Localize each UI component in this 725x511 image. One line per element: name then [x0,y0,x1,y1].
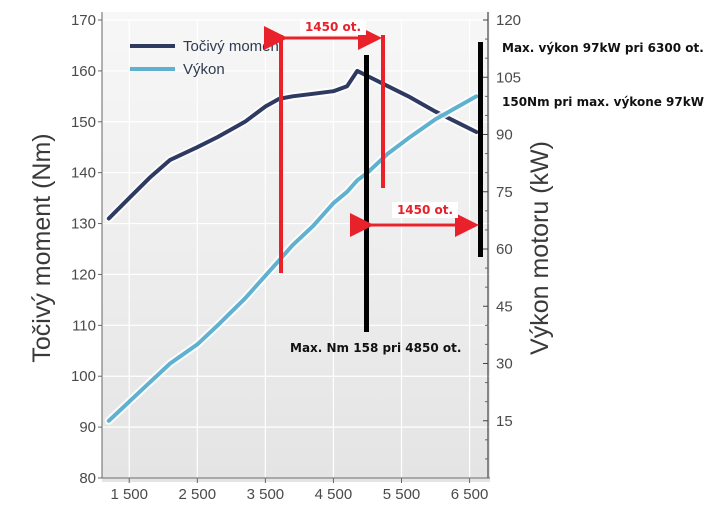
left-axis: 80 90 100 110 120 130 140 150 160 170 [71,12,103,487]
x-tick-label: 3 500 [247,486,285,503]
annotation-max-torque: Max. Nm 158 pri 4850 ot. [290,341,461,355]
left-tick-label: 140 [71,165,96,182]
right-tick-label: 120 [496,12,521,29]
x-tick-label: 1 500 [110,486,148,503]
left-tick-label: 160 [71,63,96,80]
max-torque-marker [364,55,369,332]
legend-label-power: Výkon [183,61,225,78]
right-tick-label: 30 [496,356,513,373]
x-tick-label: 5 500 [383,486,421,503]
left-tick-label: 120 [71,266,96,283]
red-span-top-label: 1450 ot. [305,20,361,34]
max-power-marker [478,42,483,257]
annotation-layer: 1450 ot. 1450 ot. Max. výkon 97kW pri 63… [264,19,704,355]
right-tick-label: 90 [496,127,513,144]
left-tick-label: 170 [71,12,96,29]
left-tick-label: 90 [79,419,96,436]
series-line-power [106,94,479,423]
x-tick-label: 2 500 [179,486,217,503]
red-span-top-label-bg [300,19,366,35]
red-span-mid-label: 1450 ot. [397,203,453,217]
annotation-torque-at-max-power: 150Nm pri max. výkone 97kW [502,95,704,109]
x-axis: 1 500 2 500 3 500 4 500 5 500 6 500 [102,477,490,503]
left-tick-label: 80 [79,470,96,487]
y-right-title: Výkon motoru (kW) [526,141,554,355]
legend: Točivý moment Výkon [130,38,284,78]
right-tick-label: 15 [496,413,513,430]
red-span-right-bar [381,35,385,188]
left-tick-label: 110 [72,317,96,334]
right-tick-label: 45 [496,298,513,315]
red-span-left-bar [279,35,283,273]
x-tick-label: 6 500 [451,486,489,503]
series-layer [104,66,481,425]
x-tick-label: 4 500 [315,486,353,503]
left-tick-label: 100 [71,368,96,385]
series-line-torque [106,68,479,221]
annotation-max-power: Max. výkon 97kW pri 6300 ot. [502,41,704,55]
right-tick-label: 75 [496,184,513,201]
legend-label-torque: Točivý moment [183,38,284,55]
y-left-title: Točivý moment (Nm) [28,133,56,362]
right-tick-label: 105 [496,69,521,86]
left-tick-label: 150 [71,114,96,131]
red-span-mid-label-bg [392,202,458,218]
left-tick-label: 130 [71,216,96,233]
right-axis: 15 30 45 60 75 90 105 120 [483,12,521,478]
right-tick-label: 60 [496,241,513,258]
